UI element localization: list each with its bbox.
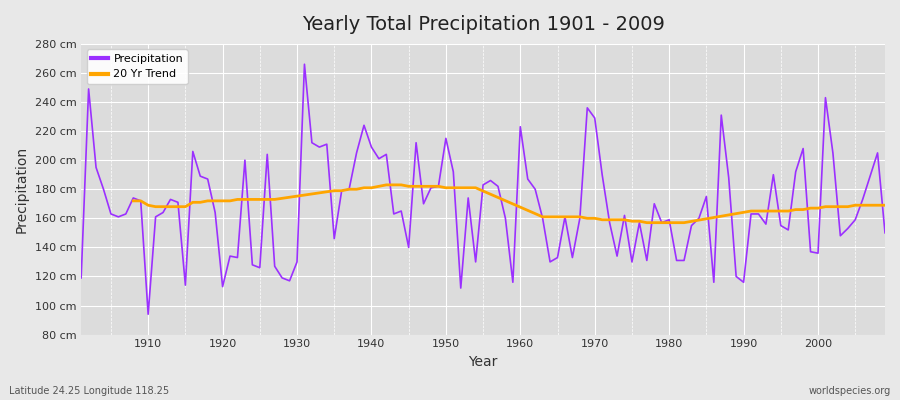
20 Yr Trend: [337, 188, 347, 193]
Precipitation: [76, 276, 86, 280]
Line: Precipitation: Precipitation: [81, 64, 885, 314]
Title: Yearly Total Precipitation 1901 - 2009: Yearly Total Precipitation 1901 - 2009: [302, 15, 664, 34]
20 Yr Trend: [128, 198, 139, 203]
Precipitation: [619, 213, 630, 218]
Precipitation: [522, 177, 533, 182]
20 Yr Trend: [381, 182, 392, 187]
Precipitation: [358, 123, 369, 128]
Line: 20 Yr Trend: 20 Yr Trend: [133, 185, 885, 223]
20 Yr Trend: [269, 197, 280, 202]
20 Yr Trend: [642, 220, 652, 225]
20 Yr Trend: [879, 203, 890, 208]
X-axis label: Year: Year: [468, 355, 498, 369]
20 Yr Trend: [582, 216, 593, 221]
20 Yr Trend: [426, 184, 436, 189]
Precipitation: [314, 145, 325, 150]
Precipitation: [299, 62, 310, 67]
20 Yr Trend: [679, 220, 689, 225]
20 Yr Trend: [418, 184, 429, 189]
Legend: Precipitation, 20 Yr Trend: Precipitation, 20 Yr Trend: [86, 50, 187, 84]
Precipitation: [879, 230, 890, 235]
Precipitation: [530, 187, 541, 192]
Precipitation: [143, 312, 154, 317]
Precipitation: [135, 198, 146, 203]
Y-axis label: Precipitation: Precipitation: [15, 146, 29, 233]
Text: Latitude 24.25 Longitude 118.25: Latitude 24.25 Longitude 118.25: [9, 386, 169, 396]
Text: worldspecies.org: worldspecies.org: [809, 386, 891, 396]
